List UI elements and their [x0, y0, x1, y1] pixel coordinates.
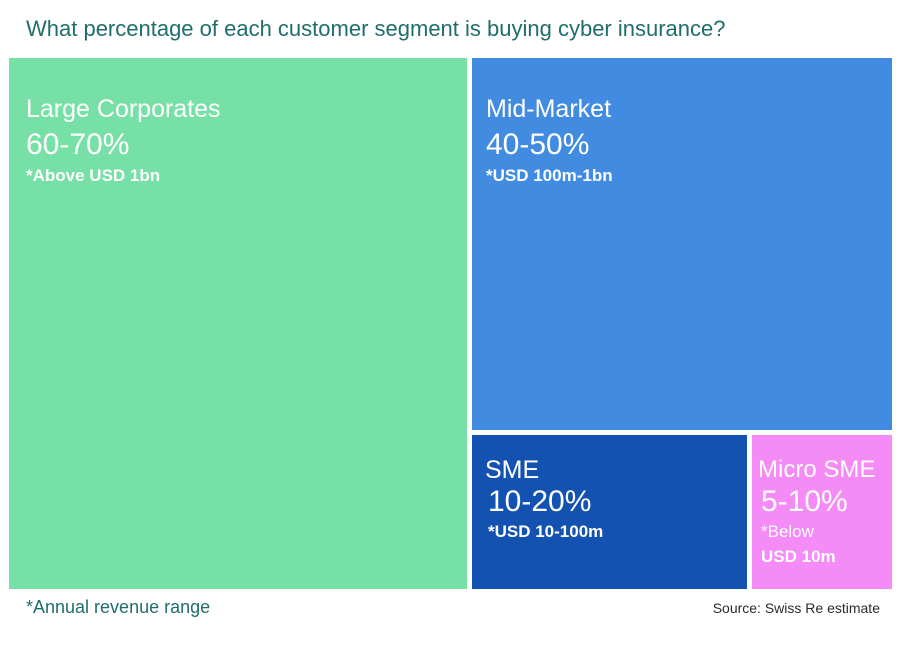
segment-revenue-range: *USD 10-100m	[488, 522, 604, 541]
tile-large-corporates: Large Corporates 60-70% *Above USD 1bn	[9, 58, 467, 589]
tile-mid-market: Mid-Market 40-50% *USD 100m-1bn	[472, 58, 892, 430]
segment-name: SME	[485, 456, 540, 484]
segment-percentage: 40-50%	[486, 128, 590, 161]
source-note: Source: Swiss Re estimate	[712, 600, 880, 616]
tile-sme: SME 10-20% *USD 10-100m	[472, 435, 747, 589]
segment-name: Large Corporates	[26, 95, 221, 123]
segment-name: Micro SME	[758, 456, 876, 483]
segment-percentage: 10-20%	[488, 485, 592, 518]
segment-percentage: 5-10%	[761, 485, 848, 518]
chart-title: What percentage of each customer segment…	[26, 16, 726, 41]
segment-name: Mid-Market	[486, 95, 612, 123]
segment-revenue-range: *USD 100m-1bn	[486, 166, 613, 185]
segment-revenue-line-1: *Below	[761, 522, 814, 541]
segment-percentage: 60-70%	[26, 128, 130, 161]
tile-micro-sme: Micro SME 5-10% *Below USD 10m	[752, 435, 892, 589]
segment-revenue-line-2: USD 10m	[761, 547, 836, 566]
footnote: *Annual revenue range	[26, 597, 211, 617]
segment-revenue-range: *Above USD 1bn	[26, 166, 161, 185]
